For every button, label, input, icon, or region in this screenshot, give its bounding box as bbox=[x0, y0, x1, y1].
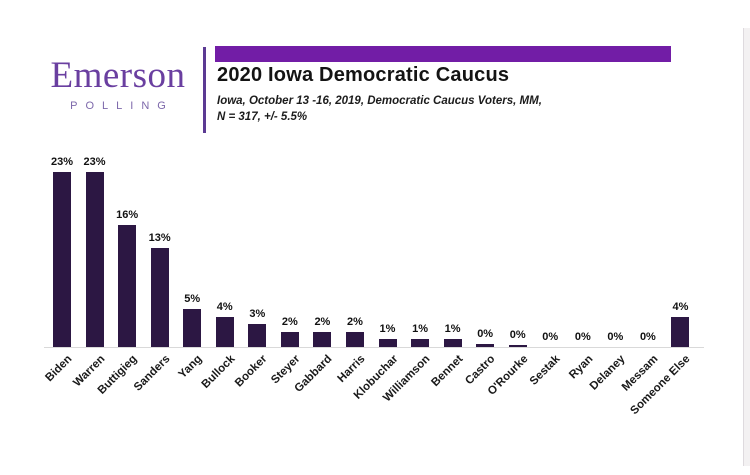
header-divider-line bbox=[203, 47, 206, 133]
bar-warren bbox=[85, 172, 104, 347]
page-edge-gutter bbox=[743, 28, 750, 466]
bar-value-label-buttigieg: 16% bbox=[116, 209, 139, 221]
bar-someone-else bbox=[671, 317, 690, 347]
bar-value-label-sanders: 13% bbox=[148, 232, 171, 244]
bar-value-label-ryan: 0% bbox=[574, 331, 591, 343]
x-axis-line bbox=[44, 347, 704, 348]
logo-subtitle: POLLING bbox=[70, 100, 174, 112]
bar-value-label-warren: 23% bbox=[83, 156, 106, 168]
chart-title: 2020 Iowa Democratic Caucus bbox=[217, 64, 510, 86]
bar-o-rourke bbox=[508, 345, 527, 347]
bar-biden bbox=[53, 172, 71, 347]
header-accent-bar bbox=[215, 46, 671, 62]
bar-value-label-sestak: 0% bbox=[542, 331, 559, 343]
bar-value-label-messam: 0% bbox=[639, 331, 656, 343]
bar-value-label-gabbard: 2% bbox=[314, 316, 331, 328]
bar-value-label-biden: 23% bbox=[50, 156, 74, 168]
bar-bennet bbox=[443, 339, 462, 347]
bar-sanders bbox=[150, 248, 169, 347]
bar-buttigieg bbox=[118, 225, 137, 347]
bar-castro bbox=[476, 344, 495, 347]
bar-value-label-castro: 0% bbox=[477, 328, 494, 340]
bar-klobuchar bbox=[378, 339, 397, 347]
bar-harris bbox=[345, 332, 364, 347]
bar-yang bbox=[183, 309, 202, 347]
bar-value-label-williamson: 1% bbox=[412, 323, 428, 335]
bar-gabbard bbox=[313, 332, 332, 347]
bar-steyer bbox=[280, 332, 299, 347]
bar-value-label-yang: 5% bbox=[184, 293, 201, 305]
chart-subtitle-line2: N = 317, +/- 5.5% bbox=[217, 111, 308, 123]
bar-value-label-bullock: 4% bbox=[216, 301, 233, 313]
bar-value-label-klobuchar: 1% bbox=[379, 323, 396, 335]
bar-value-label-delaney: 0% bbox=[607, 331, 624, 343]
chart-subtitle-line1: Iowa, October 13 -16, 2019, Democratic C… bbox=[217, 95, 542, 107]
bar-booker bbox=[248, 324, 267, 347]
bar-value-label-o-rourke: 0% bbox=[509, 329, 526, 341]
emerson-polling-logo: Emerson POLLING bbox=[38, 55, 198, 113]
logo-wordmark: Emerson bbox=[50, 55, 186, 96]
bar-value-label-booker: 3% bbox=[249, 308, 266, 320]
bar-value-label-bennet: 1% bbox=[444, 323, 461, 335]
bar-bullock bbox=[215, 317, 234, 347]
bar-value-label-someone-else: 4% bbox=[672, 301, 689, 313]
bar-value-label-steyer: 2% bbox=[281, 316, 298, 328]
bar-williamson bbox=[411, 339, 430, 347]
bar-value-label-harris: 2% bbox=[346, 316, 363, 328]
x-axis-label-williamson: Williamson bbox=[381, 353, 433, 405]
